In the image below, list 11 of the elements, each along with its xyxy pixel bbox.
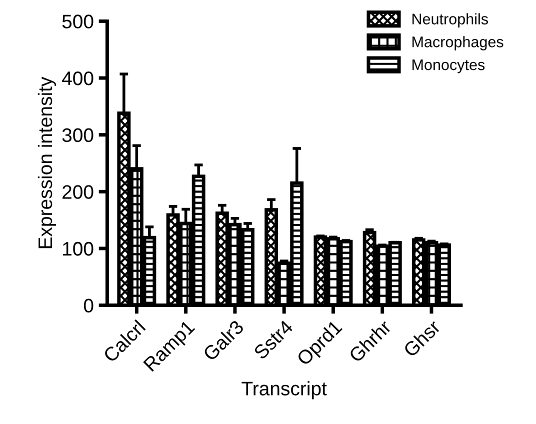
y-tick-label: 200 [62, 185, 94, 199]
y-tick-label: 0 [84, 298, 94, 313]
y-axis-title: Expression intensity [38, 76, 56, 248]
legend-label: Neutrophils [412, 13, 488, 28]
y-tick-label: 400 [62, 71, 94, 86]
y-tick-label: 300 [62, 128, 94, 142]
x-axis-title: Transcript [242, 381, 327, 400]
legend-label: Monocytes [412, 60, 485, 74]
legend-label: Macrophages [412, 36, 504, 50]
y-tick-label: 500 [62, 14, 94, 28]
y-tick-label: 100 [63, 242, 94, 256]
